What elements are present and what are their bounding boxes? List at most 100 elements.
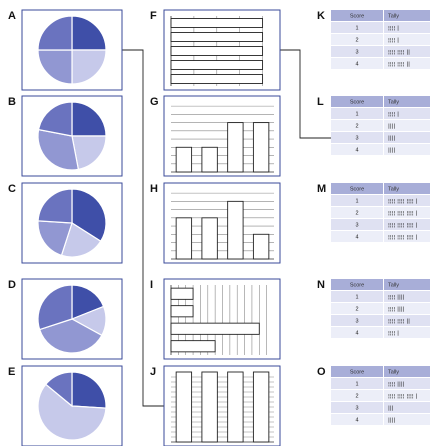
table-row (331, 58, 383, 69)
table-row (331, 46, 383, 57)
score-cell: 4 (355, 148, 358, 154)
bar (170, 340, 216, 353)
panel-label: O (317, 366, 326, 378)
table-row (384, 144, 430, 155)
score-cell: 4 (355, 62, 358, 68)
panel-label: L (317, 96, 324, 108)
tally-cell: ¦¦¦¦ ¦¦¦¦ || (388, 62, 410, 68)
tally-table-k: K Score Tally 1 ¦¦¦¦ | 2 ¦¦¦¦ | 3 ¦¦¦¦ ¦¦¦¦ || 4 ¦… (317, 10, 430, 69)
bar (227, 122, 244, 173)
bar (170, 18, 264, 28)
panel-label: G (150, 96, 159, 108)
score-cell: 4 (355, 418, 358, 424)
table-row (384, 414, 430, 425)
header-cell (331, 279, 383, 290)
panel-label: I (150, 279, 153, 291)
tally-cell: ¦¦¦¦ |||| (388, 382, 405, 388)
connector-lines (122, 49, 331, 407)
pie-panels: A B C D E (8, 9, 123, 446)
table-row (384, 402, 430, 413)
bar (170, 305, 194, 318)
pie-slice (37, 284, 73, 331)
tally-cell: ¦¦¦¦ |||| (388, 307, 405, 313)
score-cell: 1 (355, 295, 358, 301)
table-row (331, 231, 383, 242)
table-row (331, 144, 383, 155)
score-cell: 3 (355, 319, 358, 325)
tally-cell: ¦¦¦¦ ¦¦¦¦ || (388, 50, 410, 56)
pie-slice (37, 188, 73, 224)
panel-label: A (8, 10, 16, 22)
header-cell (331, 366, 383, 377)
table-row (384, 390, 430, 401)
bar-panel-h: H (150, 182, 281, 264)
header-cell (384, 183, 430, 194)
table-row (331, 108, 383, 119)
pie-slice (37, 15, 73, 51)
panel-label: M (317, 183, 326, 195)
tally-table-m: M Score Tally 1 ¦¦¦¦ ¦¦¦¦ ¦¦¦¦ | 2 ¦¦¦¦ ¦¦¦¦ ¦… (317, 183, 430, 242)
tally-table-o: O Score Tally 1 ¦¦¦¦ |||| 2 ¦¦¦¦ ¦¦¦¦ ¦¦¦¦ | 3 |… (317, 366, 430, 425)
header-cell (384, 366, 430, 377)
header-cell (384, 96, 430, 107)
pie-slice (71, 135, 107, 171)
table-row (331, 219, 383, 230)
table-row (384, 231, 430, 242)
table-row (384, 58, 430, 69)
bar-panel-f: F (150, 9, 281, 91)
tally-cell: ||| (388, 406, 394, 412)
score-header: Score (350, 283, 364, 289)
panel-label: H (150, 183, 158, 195)
score-cell: 1 (355, 382, 358, 388)
bar (252, 122, 270, 173)
pie-slice (37, 220, 73, 257)
bar (252, 233, 270, 260)
pie-panel-e: E (8, 365, 123, 446)
bar-panel-j: J (150, 365, 281, 446)
bar (175, 371, 193, 443)
table-row (384, 315, 430, 326)
table-row (384, 303, 430, 314)
score-cell: 4 (355, 331, 358, 337)
pie-slice (71, 371, 107, 409)
tally-cell: |||| (388, 148, 396, 154)
tally-header: Tally (388, 14, 399, 20)
table-row (384, 46, 430, 57)
table-row (331, 195, 383, 206)
table-row (384, 108, 430, 119)
tally-header: Tally (388, 100, 399, 106)
score-header: Score (350, 14, 364, 20)
bar (170, 60, 264, 70)
header-cell (384, 10, 430, 21)
panel-label: N (317, 279, 325, 291)
tally-cell: |||| (388, 418, 396, 424)
pie-panel-c: C (8, 182, 123, 264)
table-row (331, 120, 383, 131)
table-row (331, 34, 383, 45)
tally-header: Tally (388, 370, 399, 376)
score-cell: 1 (355, 26, 358, 32)
header-cell (331, 10, 383, 21)
bar (201, 371, 218, 443)
pie-slice (37, 383, 107, 441)
tally-cell: |||| (388, 136, 396, 142)
tally-cell: ¦¦¦¦ | (388, 112, 399, 118)
pie-slice (37, 128, 80, 171)
table-row (384, 327, 430, 338)
pie-slice (60, 222, 102, 258)
table-row (331, 132, 383, 143)
table-row (331, 291, 383, 302)
table-row (384, 219, 430, 230)
score-header: Score (350, 187, 364, 193)
bar (170, 74, 264, 84)
tally-cell: ¦¦¦¦ ¦¦¦¦ ¦¦¦¦ | (388, 199, 417, 205)
bar (227, 371, 244, 443)
tally-cell: ¦¦¦¦ | (388, 331, 399, 337)
tally-table-l: L Score Tally 1 ¦¦¦¦ | 2 |||| 3 |||| 4 |||| (317, 96, 430, 155)
table-row (384, 34, 430, 45)
panel-label: C (8, 183, 16, 195)
tally-cell: ¦¦¦¦ | (388, 38, 399, 44)
pie-slice (71, 101, 107, 137)
tally-cell: ¦¦¦¦ ¦¦¦¦ ¦¦¦¦ | (388, 235, 417, 241)
